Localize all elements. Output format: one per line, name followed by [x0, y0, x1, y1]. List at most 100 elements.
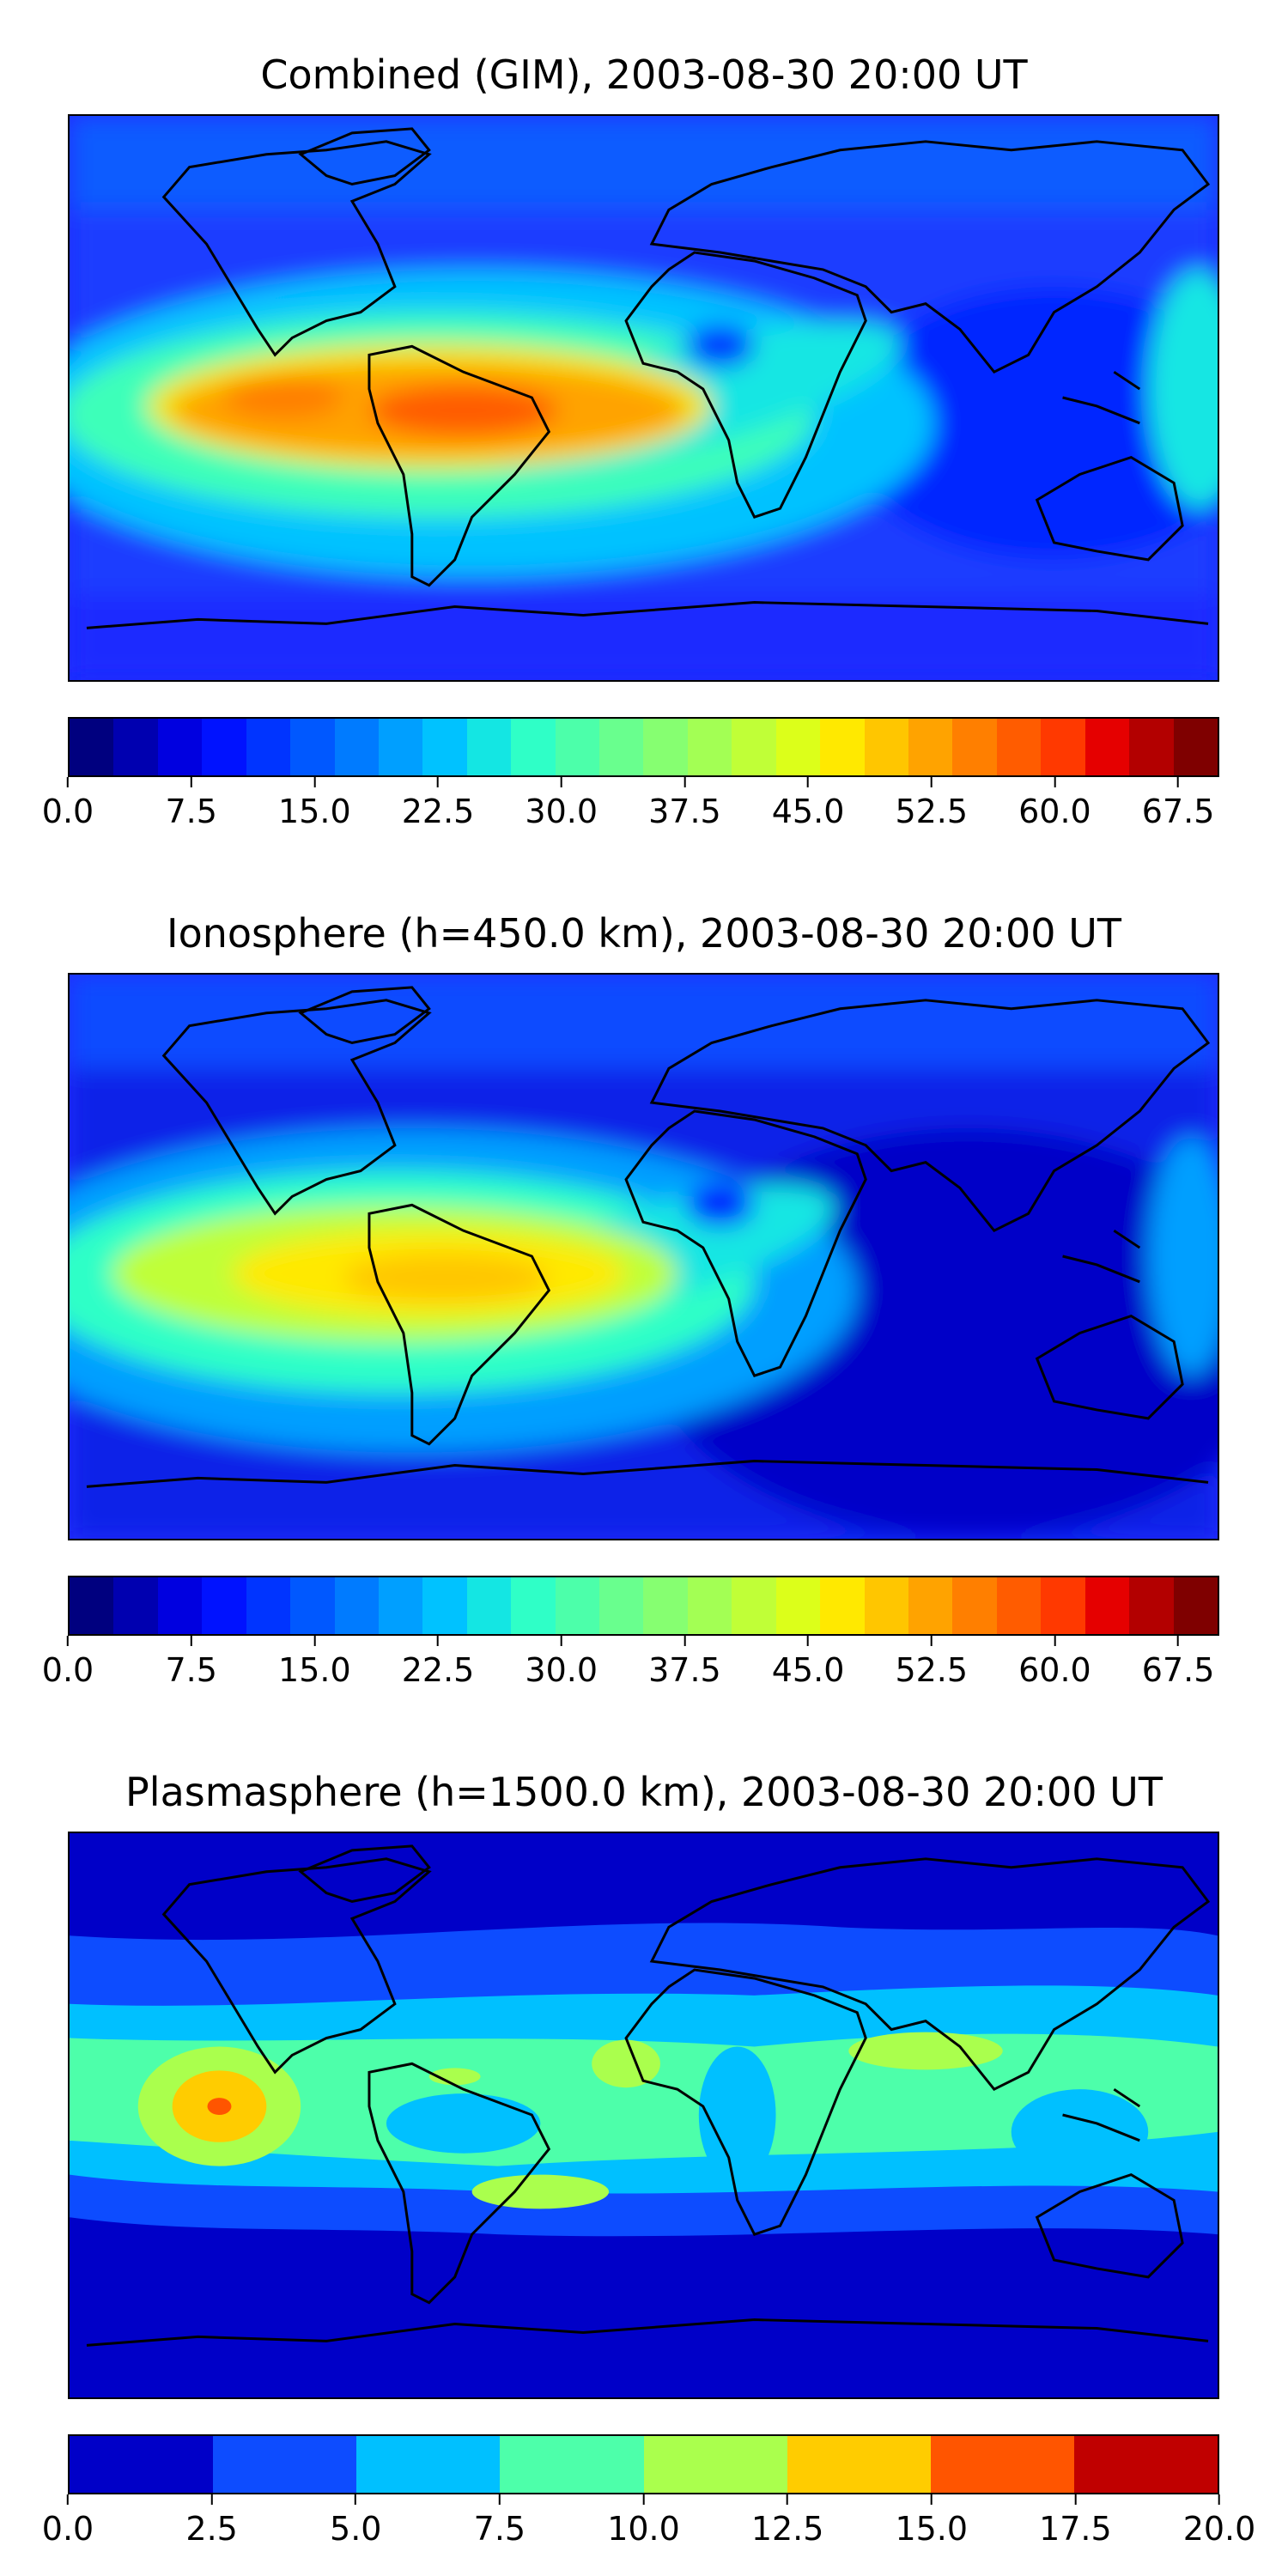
- colorbar-segment: [643, 719, 688, 775]
- colorbar-segment: [157, 1577, 203, 1634]
- colorbar-segment: [908, 719, 953, 775]
- tick-label: 67.5: [1141, 793, 1215, 830]
- tick-mark: [1074, 2494, 1077, 2505]
- colorbar-segment: [1041, 719, 1085, 775]
- colorbar-segment: [246, 1577, 291, 1634]
- tick-label: 12.5: [750, 2510, 824, 2548]
- colorbar-segment: [466, 719, 512, 775]
- heatmap-map: [68, 1832, 1219, 2399]
- colorbar-segment: [334, 719, 379, 775]
- colorbar-tick: 45.0: [772, 777, 844, 830]
- colorbar-tick: 0.0: [42, 777, 94, 830]
- heatmap-map: [68, 973, 1219, 1540]
- colorbar-tick: 17.5: [1039, 2494, 1112, 2548]
- tick-label: 17.5: [1039, 2510, 1112, 2548]
- colorbar-tick: 22.5: [401, 1636, 475, 1689]
- colorbar: [68, 2434, 1219, 2494]
- tick-label: 10.0: [607, 2510, 680, 2548]
- panel-plasmasphere: Plasmasphere (h=1500.0 km), 2003-08-30 2…: [0, 1717, 1288, 2576]
- colorbar-segment: [466, 1577, 512, 1634]
- colorbar-segment: [1129, 719, 1174, 775]
- colorbar-segment: [500, 2436, 644, 2493]
- colorbar-tick: 10.0: [607, 2494, 680, 2548]
- tick-mark: [67, 2494, 69, 2505]
- tick-mark: [807, 1636, 810, 1646]
- colorbar-segment: [511, 1577, 556, 1634]
- tick-label: 67.5: [1141, 1651, 1215, 1689]
- tick-label: 0.0: [41, 793, 94, 830]
- chart-title: Combined (GIM), 2003-08-30 20:00 UT: [260, 52, 1028, 98]
- colorbar-segment: [908, 1577, 953, 1634]
- panel-combined: Combined (GIM), 2003-08-30 20:00 UT: [0, 0, 1288, 859]
- tick-label: 15.0: [895, 2510, 969, 2548]
- tick-label: 15.0: [278, 1651, 351, 1689]
- colorbar-segment: [157, 719, 203, 775]
- colorbar-tick: 20.0: [1183, 2494, 1255, 2548]
- tick-mark: [313, 777, 316, 787]
- tick-mark: [642, 2494, 645, 2505]
- tick-label: 37.5: [648, 793, 721, 830]
- colorbar-segment: [113, 719, 158, 775]
- colorbar-segment: [952, 1577, 997, 1634]
- colorbar-tick: 22.5: [402, 777, 474, 830]
- colorbar-ticks: 0.0 2.5 5.0 7.5 10.0 12.5 15.0 17.5 20.0: [42, 2494, 1255, 2555]
- colorbar-segment: [952, 719, 997, 775]
- tick-mark: [313, 1636, 316, 1646]
- chart-title: Ionosphere (h=450.0 km), 2003-08-30 20:0…: [167, 910, 1121, 957]
- tick-mark: [1177, 777, 1180, 787]
- tick-label: 30.0: [525, 1651, 598, 1689]
- colorbar-tick: 30.0: [525, 777, 598, 830]
- tick-mark: [355, 2494, 357, 2505]
- colorbar-ticks: 0.0 7.5 15.0 22.5 30.0 37.5 45.0 52.5 60.0 67.5: [42, 1636, 1219, 1696]
- colorbar: [68, 717, 1219, 777]
- colorbar-segment: [930, 2436, 1074, 2493]
- colorbar-segment: [687, 719, 732, 775]
- colorbar-tick: 0.0: [42, 1636, 94, 1689]
- colorbar-tick: 37.5: [648, 777, 721, 830]
- tick-mark: [190, 1636, 192, 1646]
- tick-label: 5.0: [330, 2510, 382, 2548]
- colorbar-segment: [996, 1577, 1042, 1634]
- tick-mark: [787, 2494, 789, 2505]
- tick-mark: [67, 1636, 69, 1646]
- colorbar-tick: 2.5: [185, 2494, 238, 2548]
- tick-mark: [930, 1636, 933, 1646]
- colorbar-segment: [732, 719, 776, 775]
- colorbar-segment: [422, 1577, 467, 1634]
- tick-mark: [1218, 2494, 1220, 2505]
- tick-mark: [683, 777, 686, 787]
- colorbar: [68, 1576, 1219, 1636]
- colorbar-segment: [820, 719, 865, 775]
- tick-mark: [190, 777, 192, 787]
- tick-label: 2.5: [185, 2510, 238, 2548]
- colorbar-tick: 15.0: [895, 2494, 968, 2548]
- tick-label: 22.5: [401, 1651, 475, 1689]
- tick-mark: [498, 2494, 501, 2505]
- colorbar-segment: [864, 1577, 909, 1634]
- tick-mark: [807, 777, 810, 787]
- colorbar-tick: 0.0: [42, 2494, 94, 2548]
- tick-mark: [930, 777, 933, 787]
- colorbar-segment: [732, 1577, 776, 1634]
- tick-label: 7.5: [165, 1651, 217, 1689]
- heatmap-plot: [70, 116, 1218, 680]
- colorbar-ticks: 0.0 7.5 15.0 22.5 30.0 37.5 45.0 52.5 60.0 67.5: [42, 777, 1219, 837]
- colorbar-tick: 30.0: [525, 1636, 598, 1689]
- tick-label: 60.0: [1018, 793, 1091, 830]
- tick-label: 7.5: [165, 793, 217, 830]
- colorbar-tick: 67.5: [1141, 1636, 1215, 1689]
- tick-label: 52.5: [895, 1651, 969, 1689]
- colorbar-tick: 7.5: [165, 777, 217, 830]
- coastlines: [86, 986, 1211, 1488]
- tick-label: 0.0: [41, 2510, 94, 2548]
- colorbar-segment: [1084, 1577, 1130, 1634]
- tick-mark: [1054, 1636, 1056, 1646]
- tick-mark: [67, 777, 69, 787]
- colorbar-tick: 60.0: [1018, 777, 1091, 830]
- tick-mark: [930, 2494, 933, 2505]
- tick-label: 7.5: [473, 2510, 526, 2548]
- colorbar-segment: [70, 719, 114, 775]
- colorbar-segment: [70, 1577, 114, 1634]
- colorbar-segment: [864, 719, 909, 775]
- colorbar-segment: [1173, 1577, 1218, 1634]
